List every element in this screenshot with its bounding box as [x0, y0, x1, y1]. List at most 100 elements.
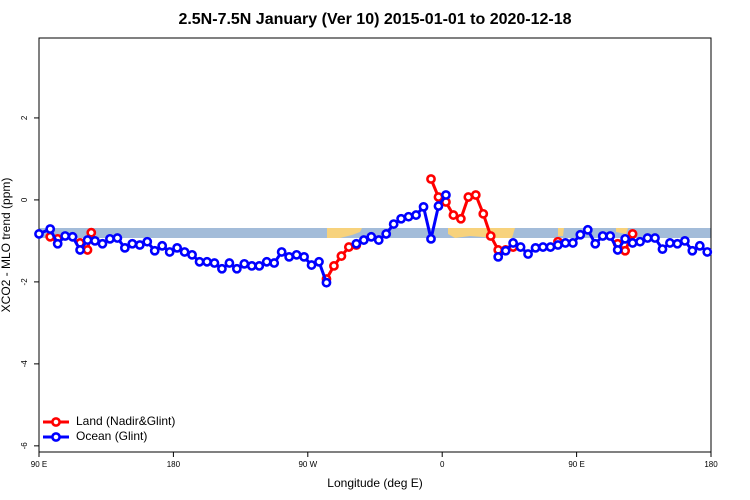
data-point — [343, 242, 354, 252]
data-point — [694, 240, 705, 251]
data-point — [194, 256, 205, 267]
data-point — [381, 229, 392, 239]
data-point — [500, 245, 511, 256]
data-point — [493, 251, 504, 262]
ocean-strip — [39, 228, 711, 238]
data-point — [105, 233, 115, 244]
data-point — [597, 231, 608, 241]
data-point — [567, 238, 578, 248]
y-tick-label: -6 — [20, 442, 29, 450]
data-point — [172, 242, 183, 253]
data-point — [336, 251, 347, 261]
data-point — [67, 231, 78, 242]
land-strip — [616, 228, 628, 234]
data-point — [411, 210, 421, 220]
data-point — [127, 238, 138, 249]
data-point — [209, 258, 220, 268]
data-point — [90, 236, 100, 246]
data-point — [702, 247, 713, 257]
data-point — [679, 236, 690, 246]
data-point — [269, 258, 280, 268]
data-point — [672, 238, 683, 249]
data-point — [299, 251, 309, 262]
data-point — [582, 224, 593, 235]
data-point — [523, 249, 533, 259]
data-point — [590, 238, 601, 249]
y-axis-label: XCO2 - MLO trend (ppm) — [0, 178, 13, 313]
data-point — [448, 210, 459, 220]
data-point — [164, 247, 175, 257]
data-point — [635, 236, 645, 247]
data-point — [612, 245, 623, 255]
data-point — [202, 256, 212, 267]
x-tick-label: 0 — [440, 460, 445, 469]
data-point — [291, 249, 302, 260]
data-point — [575, 229, 586, 240]
data-point — [306, 260, 317, 270]
data-point — [82, 245, 93, 255]
data-point — [515, 242, 526, 252]
data-point — [485, 231, 496, 241]
x-tick-label: 90 E — [31, 460, 47, 469]
data-point — [620, 245, 631, 256]
data-point — [149, 245, 160, 256]
data-point — [620, 233, 631, 244]
data-point — [231, 263, 242, 274]
data-point — [396, 213, 407, 224]
x-tick-label: 90 W — [298, 460, 317, 469]
y-tick-label: 2 — [20, 115, 29, 120]
data-point — [553, 240, 563, 250]
data-point — [97, 238, 108, 249]
data-point — [463, 192, 474, 202]
data-point — [538, 242, 548, 252]
data-point — [433, 192, 444, 202]
x-tick-label: 180 — [704, 460, 718, 469]
data-point — [261, 256, 272, 267]
data-point — [60, 231, 71, 241]
data-point — [134, 240, 145, 250]
data-point — [157, 240, 168, 251]
data-point — [82, 235, 93, 245]
data-point — [441, 190, 451, 200]
data-point — [314, 256, 324, 267]
data-point — [179, 247, 190, 257]
surface-strip — [39, 228, 711, 238]
data-point — [86, 227, 97, 238]
legend-label: Land (Nadir&Glint) — [76, 414, 175, 428]
data-point — [254, 261, 265, 271]
data-point — [403, 211, 414, 222]
data-point — [358, 235, 369, 245]
data-point — [366, 231, 377, 242]
land-strip — [327, 228, 362, 238]
data-point — [508, 238, 519, 248]
data-point — [605, 231, 616, 241]
data-point — [560, 238, 571, 248]
data-point — [426, 233, 436, 244]
data-point — [642, 233, 653, 243]
x-axis-label: Longitude (deg E) — [327, 476, 422, 490]
data-point — [665, 238, 675, 248]
data-point — [687, 245, 698, 256]
legend: Land (Nadir&Glint)Ocean (Glint) — [43, 414, 175, 443]
data-point — [388, 219, 399, 229]
x-tick-label: 90 E — [568, 460, 584, 469]
data-point — [627, 229, 638, 239]
data-point — [530, 242, 541, 253]
land-strip — [558, 228, 564, 236]
data-point — [246, 261, 257, 271]
y-tick-label: -4 — [20, 360, 29, 368]
data-point — [52, 238, 63, 249]
y-tick-label: -2 — [20, 278, 29, 286]
data-point — [478, 208, 489, 219]
data-point — [119, 242, 130, 253]
data-point — [650, 233, 660, 243]
data-point — [455, 213, 466, 224]
data-point — [373, 235, 384, 245]
chart-title: 2.5N-7.5N January (Ver 10) 2015-01-01 to… — [178, 11, 571, 28]
y-tick-label: 0 — [20, 197, 29, 202]
data-point — [217, 263, 227, 274]
data-point — [627, 238, 638, 248]
data-point — [329, 261, 339, 271]
